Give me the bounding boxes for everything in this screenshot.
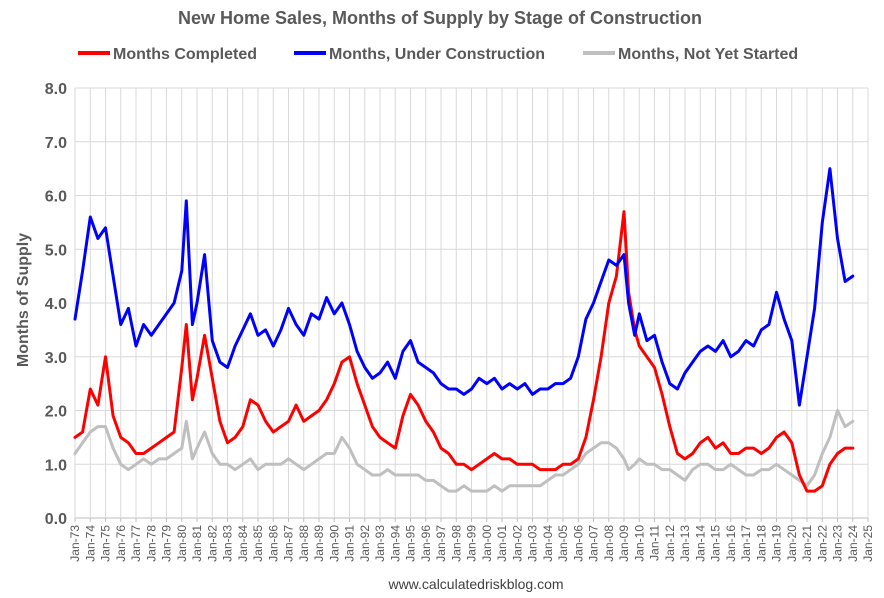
x-tick-label: Jan-82	[205, 525, 219, 562]
x-tick-label: Jan-02	[510, 525, 524, 562]
x-tick-label: Jan-15	[709, 525, 723, 562]
x-tick-label: Jan-73	[68, 525, 82, 562]
x-tick-label: Jan-25	[861, 525, 875, 562]
y-tick-label: 1.0	[45, 457, 67, 474]
chart-title: New Home Sales, Months of Supply by Stag…	[178, 8, 702, 28]
x-tick-label: Jan-99	[465, 525, 479, 562]
x-tick-label: Jan-81	[190, 525, 204, 562]
x-tick-label: Jan-80	[175, 525, 189, 562]
x-tick-label: Jan-76	[114, 525, 128, 562]
x-tick-label: Jan-87	[282, 525, 296, 562]
x-tick-label: Jan-11	[648, 525, 662, 561]
series-line-2	[73, 409, 855, 493]
y-tick-label: 5.0	[45, 242, 67, 259]
x-tick-label: Jan-90	[327, 525, 341, 562]
series-line-1	[73, 167, 855, 407]
y-tick-label: 2.0	[45, 404, 67, 421]
x-tick-label: Jan-10	[632, 525, 646, 562]
legend-label: Months, Under Construction	[329, 46, 545, 63]
x-tick-label: Jan-04	[541, 525, 555, 562]
x-tick-label: Jan-01	[495, 525, 509, 562]
series-line-0	[73, 210, 855, 493]
x-tick-label: Jan-00	[480, 525, 494, 562]
x-tick-label: Jan-77	[129, 525, 143, 562]
x-tick-label: Jan-21	[800, 525, 814, 562]
x-tick-label: Jan-74	[83, 525, 97, 562]
x-tick-label: Jan-06	[571, 525, 585, 562]
y-axis-label: Months of Supply	[15, 233, 32, 367]
x-tick-label: Jan-97	[434, 525, 448, 562]
x-tick-label: Jan-85	[251, 525, 265, 562]
x-tick-label: Jan-13	[678, 525, 692, 562]
source-text: www.calculatedriskblog.com	[387, 576, 563, 592]
x-tick-label: Jan-84	[236, 525, 250, 562]
x-tick-label: Jan-83	[221, 525, 235, 562]
x-tick-label: Jan-94	[388, 525, 402, 562]
y-tick-label: 4.0	[45, 296, 67, 313]
x-tick-label: Jan-89	[312, 525, 326, 562]
x-tick-label: Jan-16	[724, 525, 738, 562]
series-lines	[73, 167, 855, 493]
x-tick-label: Jan-09	[617, 525, 631, 562]
x-tick-label: Jan-03	[526, 525, 540, 562]
x-tick-label: Jan-91	[343, 525, 357, 562]
x-tick-label: Jan-78	[144, 525, 158, 562]
x-tick-label: Jan-95	[404, 525, 418, 562]
y-tick-label: 0.0	[45, 511, 67, 528]
x-tick-label: Jan-92	[358, 525, 372, 562]
x-tick-label: Jan-75	[99, 525, 113, 562]
x-tick-label: Jan-22	[815, 525, 829, 562]
y-tick-label: 6.0	[45, 189, 67, 206]
x-tick-label: Jan-24	[846, 525, 860, 562]
y-tick-label: 7.0	[45, 135, 67, 152]
y-axis-ticks: 0.0 1.0 2.0 3.0 4.0 5.0 6.0 7.0 8.0	[45, 81, 67, 528]
x-tick-label: Jan-07	[587, 525, 601, 562]
x-tick-label: Jan-08	[602, 525, 616, 562]
legend-label: Months, Not Yet Started	[618, 46, 798, 63]
legend-label: Months Completed	[113, 46, 257, 63]
x-tick-label: Jan-86	[266, 525, 280, 562]
x-axis-ticks: Jan-73 Jan-74 Jan-75 Jan-76 Jan-77 Jan-78 Jan-…	[68, 518, 875, 562]
x-tick-label: Jan-96	[419, 525, 433, 562]
x-tick-label: Jan-20	[785, 525, 799, 562]
x-tick-label: Jan-12	[663, 525, 677, 562]
x-tick-label: Jan-17	[739, 525, 753, 562]
y-tick-label: 8.0	[45, 81, 67, 98]
legend: Months Completed Months, Under Constructi…	[78, 46, 798, 63]
x-tick-label: Jan-93	[373, 525, 387, 562]
x-tick-label: Jan-23	[831, 525, 845, 562]
y-tick-label: 3.0	[45, 350, 67, 367]
x-tick-label: Jan-79	[160, 525, 174, 562]
x-tick-label: Jan-98	[449, 525, 463, 562]
x-tick-label: Jan-14	[693, 525, 707, 562]
x-tick-label: Jan-05	[556, 525, 570, 562]
x-tick-label: Jan-18	[754, 525, 768, 562]
x-tick-label: Jan-88	[297, 525, 311, 562]
x-tick-label: Jan-19	[770, 525, 784, 562]
